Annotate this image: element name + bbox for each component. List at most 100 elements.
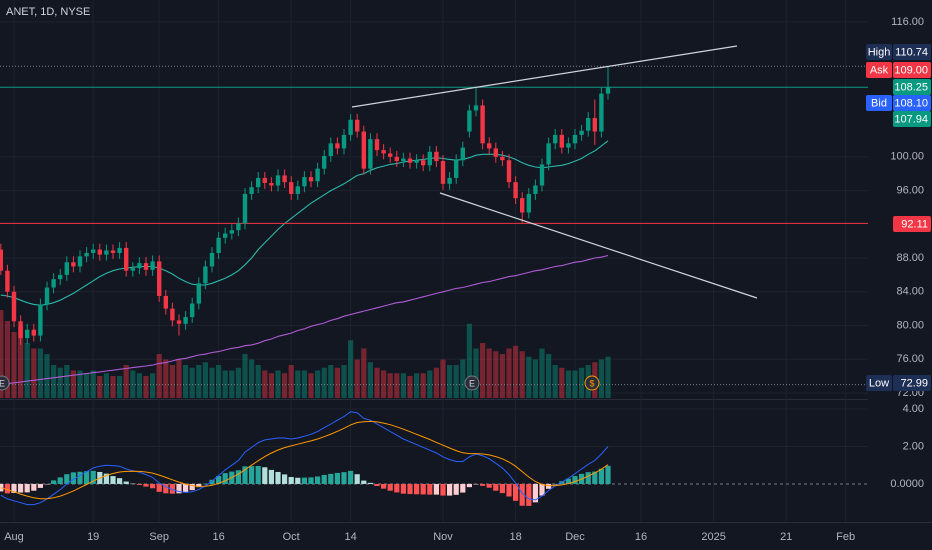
volume-bar <box>493 351 499 398</box>
candle-body <box>473 105 479 111</box>
x-tick-label: 18 <box>509 531 521 543</box>
candle-body <box>586 118 591 131</box>
candle-body <box>447 177 452 184</box>
volume-bar <box>532 359 538 398</box>
candle-body <box>91 249 96 253</box>
moving-average-line <box>0 140 609 306</box>
volume-bar <box>51 365 57 398</box>
macd-histogram-bar <box>110 476 116 484</box>
candle-body <box>295 186 300 194</box>
volume-bar <box>605 356 611 398</box>
macd-histogram-bar <box>499 483 505 494</box>
volume-bar <box>367 362 373 398</box>
candle-body <box>229 230 234 234</box>
volume-bar <box>315 370 321 398</box>
tag-label-box <box>866 375 892 391</box>
macd-histogram-bar <box>453 483 459 495</box>
macd-histogram-bar <box>103 473 109 484</box>
event-icon[interactable] <box>584 375 600 391</box>
volume-bar <box>183 365 189 398</box>
candle-body <box>176 320 182 324</box>
macd-histogram-bar <box>37 483 43 488</box>
candle-body <box>440 161 446 184</box>
macd-histogram-bar <box>440 483 446 496</box>
macd-histogram-bar <box>328 473 334 484</box>
y-tick-label: 84.00 <box>896 286 924 298</box>
y-tick-label: 116.00 <box>891 16 924 28</box>
volume-bar <box>268 373 274 398</box>
candle-body <box>322 155 327 169</box>
volume-bar <box>519 351 525 398</box>
macd-y-tick-label: 2.00 <box>903 440 924 452</box>
macd-histogram-bar <box>354 474 360 484</box>
event-icon[interactable] <box>464 375 480 391</box>
candle-body <box>506 160 512 183</box>
tag-value: 108.10 <box>894 97 928 109</box>
macd-histogram-bar <box>143 483 149 487</box>
x-tick-label: 21 <box>780 531 792 543</box>
macd-histogram-bar <box>585 472 591 484</box>
candle-body <box>282 175 287 183</box>
tag-value: 109.00 <box>894 64 928 76</box>
volume-bar <box>70 370 76 398</box>
candle-body <box>368 139 373 169</box>
volume-bar <box>44 354 50 398</box>
volume-bar <box>163 359 169 398</box>
tag-value-box <box>893 79 931 95</box>
x-tick-label: 2025 <box>701 531 725 543</box>
tag-label-box <box>866 44 892 60</box>
candle-body <box>592 118 597 132</box>
macd-histogram-bar <box>473 483 479 485</box>
volume-bar <box>473 348 479 398</box>
macd-histogram-bar <box>400 483 406 494</box>
candle-body <box>170 308 175 321</box>
candle-body <box>374 139 380 151</box>
volume-bar <box>202 362 208 398</box>
candle-body <box>150 261 155 270</box>
candle-body <box>500 156 505 161</box>
volume-bar <box>235 367 241 398</box>
candle-body <box>38 304 43 336</box>
volume-bar <box>242 354 248 398</box>
volume-bar <box>506 348 512 398</box>
macd-histogram-bar <box>163 483 169 494</box>
volume-bar <box>301 370 307 398</box>
macd-histogram-bar <box>189 483 195 491</box>
candle-body <box>110 250 116 253</box>
macd-histogram-bar <box>341 472 347 484</box>
volume-bar <box>513 345 519 398</box>
macd-histogram-bar <box>387 483 393 491</box>
candle-body <box>196 283 201 304</box>
candle-body <box>157 261 162 296</box>
candle-body <box>572 134 578 144</box>
volume-bar <box>84 373 90 398</box>
macd-histogram-bar <box>51 480 57 484</box>
candle-body <box>84 252 89 257</box>
event-icon[interactable] <box>0 375 10 391</box>
volume-bar <box>539 348 545 398</box>
y-tick-label: 80.00 <box>896 319 924 331</box>
y-tick-label: 96.00 <box>896 184 924 196</box>
candle-body <box>242 193 248 224</box>
volume-bar <box>361 348 367 398</box>
candle-body <box>269 182 274 186</box>
candle-body <box>124 247 129 271</box>
volume-bar <box>64 365 70 398</box>
candle-body <box>289 182 294 194</box>
volume-bar <box>103 373 109 398</box>
volume-bar <box>275 370 281 398</box>
macd-histogram-bar <box>460 483 466 493</box>
macd-histogram-bar <box>532 483 538 503</box>
macd-histogram-bar <box>282 474 288 484</box>
volume-bar <box>18 326 24 398</box>
candle-body <box>256 177 261 188</box>
macd-histogram-bar <box>519 483 525 506</box>
macd-histogram-bar <box>262 467 268 484</box>
volume-bar <box>348 340 354 398</box>
volume-bar <box>579 367 585 398</box>
candle-body <box>5 270 10 292</box>
symbol-title: ANET, 1D, NYSE <box>6 6 90 18</box>
candle-body <box>275 175 281 186</box>
macd-histogram-bar <box>196 483 202 488</box>
volume-bar <box>31 348 37 398</box>
